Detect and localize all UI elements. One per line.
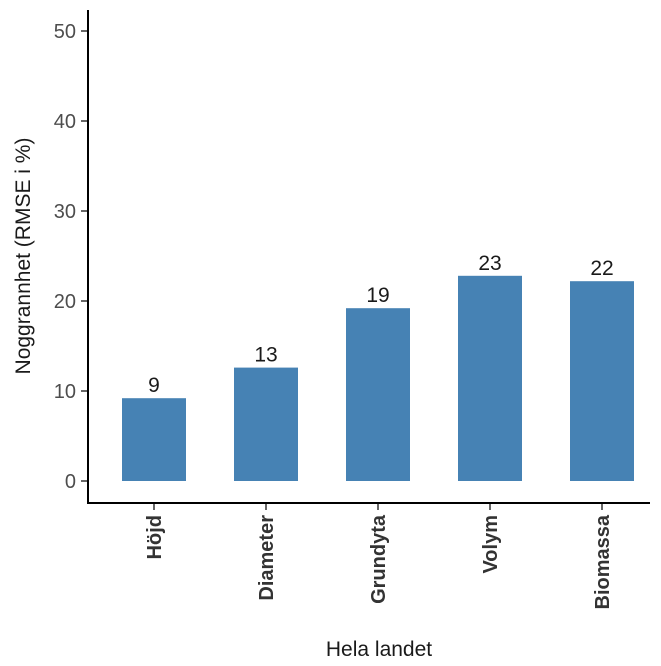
bars [122, 275, 634, 481]
y-tick-label: 30 [54, 201, 76, 223]
data-labels: 9 13 19 23 22 [148, 252, 614, 397]
y-axis-ticks: 0 10 20 30 40 50 [54, 21, 88, 493]
bar-biomassa [570, 281, 634, 481]
x-tick-label: Grundyta [368, 514, 390, 604]
y-tick-label: 40 [54, 111, 76, 133]
y-tick-label: 50 [54, 21, 76, 43]
y-axis-title: Noggrannhet (RMSE i %) [12, 138, 35, 375]
bar-value-label: 19 [366, 284, 389, 307]
y-tick-label: 10 [54, 381, 76, 403]
x-axis-ticks: Höjd Diameter Grundyta Volym Biomassa [144, 503, 614, 610]
x-tick-label: Volym [480, 515, 502, 574]
bar-value-label: 9 [148, 374, 160, 397]
bar-value-label: 23 [478, 252, 501, 275]
x-tick-label: Höjd [144, 515, 166, 559]
y-tick-label: 20 [54, 291, 76, 313]
x-tick-label: Biomassa [592, 514, 614, 609]
bar-diameter [234, 367, 298, 481]
x-axis-title: Hela landet [326, 638, 432, 661]
y-tick-label: 0 [65, 471, 76, 493]
bar-grundyta [346, 308, 410, 481]
x-tick-label: Diameter [256, 515, 278, 601]
bar-h-jd [122, 398, 186, 481]
bar-volym [458, 275, 522, 481]
bar-value-label: 22 [590, 257, 613, 280]
bar-value-label: 13 [254, 344, 277, 367]
